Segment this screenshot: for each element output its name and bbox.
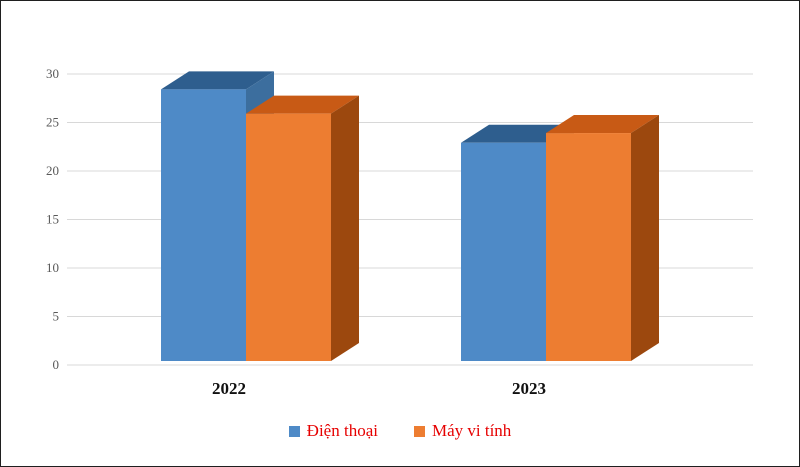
y-axis-tick-label: 15 [46,212,59,227]
legend-item-2: Máy vi tính [413,421,512,441]
bar-front-face [161,89,246,362]
bar-front-face [461,142,546,361]
bar-chart: 0 5 10 15 20 25 30 2022 2023 [46,66,753,398]
bar-top-face [461,124,574,143]
bar-top-face [546,115,659,134]
x-axis-category-label: 2023 [512,379,546,398]
legend: Điện thoại Máy vi tính [1,421,799,441]
y-axis-tick-label: 0 [53,357,60,372]
bar-2022-series-2 [246,95,359,362]
y-axis-tick-label: 5 [53,309,60,324]
bar-front-face [246,113,331,362]
y-axis-tick-label: 25 [46,115,59,130]
bar-side-face [631,115,659,361]
legend-label: Điện thoại [306,421,378,440]
legend-swatch-icon [288,425,300,437]
legend-swatch-icon [413,425,425,437]
legend-label: Máy vi tính [431,421,512,440]
y-axis-tick-label: 10 [46,260,59,275]
y-axis-tick-label: 30 [46,66,59,81]
bar-top-face [161,71,274,90]
bar-front-face [546,133,631,361]
bar-side-face [331,95,359,362]
y-axis-tick-label: 20 [46,163,59,178]
bar-top-face [246,95,359,114]
bar-2023-series-2 [546,115,659,361]
x-axis-category-label: 2022 [212,379,246,398]
legend-item-1: Điện thoại [288,421,378,441]
